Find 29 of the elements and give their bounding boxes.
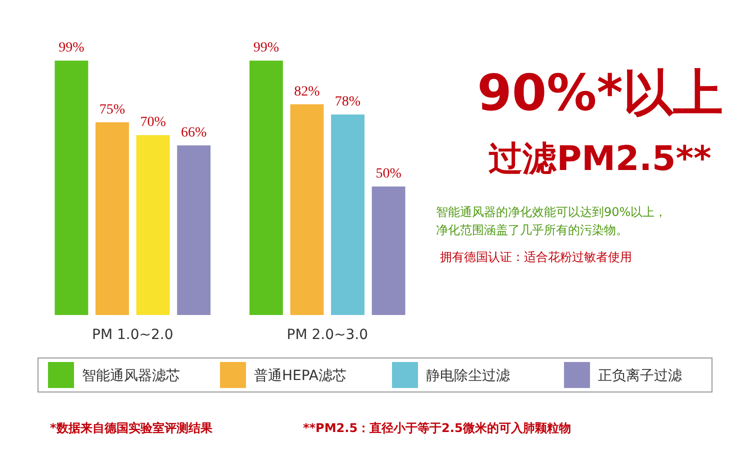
data-label: 82% xyxy=(294,84,320,100)
text: 拥有德国认证：适合花粉过敏者使用 xyxy=(440,250,632,264)
data-label: 99% xyxy=(58,40,85,56)
data-label: 75% xyxy=(99,102,126,118)
data-label: 50% xyxy=(376,166,402,182)
bar xyxy=(249,60,283,315)
bar xyxy=(54,60,88,315)
text: **PM2.5：直径小于等于2.5微米的可入肺颗粒物 xyxy=(303,421,571,435)
data-label: 70% xyxy=(140,115,166,130)
bar xyxy=(331,114,364,315)
bar xyxy=(290,104,324,315)
legend-label: 普通HEPA滤芯 xyxy=(254,367,346,384)
bar xyxy=(96,122,129,315)
text: 过滤PM2.5** xyxy=(488,139,712,179)
data-label: 78% xyxy=(334,94,361,110)
bar xyxy=(136,135,170,315)
text: *数据来自德国实验室评测结果 xyxy=(50,421,214,435)
x-tick-label: PM 1.0~2.0 xyxy=(92,327,174,343)
text: 智能通风器的净化效能可以达到90%以上， xyxy=(436,205,667,219)
data-label: 99% xyxy=(253,40,280,56)
data-label: 66% xyxy=(180,125,207,140)
legend-label: 智能通风器滤芯 xyxy=(82,368,180,384)
bar xyxy=(177,145,211,315)
x-tick-label: PM 2.0~3.0 xyxy=(286,327,368,343)
legend-label: 正负离子过滤 xyxy=(598,368,682,384)
text: 净化范围涵盖了几乎所有的污染物。 xyxy=(436,223,628,237)
text: 90%*以上 xyxy=(477,64,723,122)
bar xyxy=(372,186,406,315)
legend-label: 静电除尘过滤 xyxy=(426,368,510,384)
